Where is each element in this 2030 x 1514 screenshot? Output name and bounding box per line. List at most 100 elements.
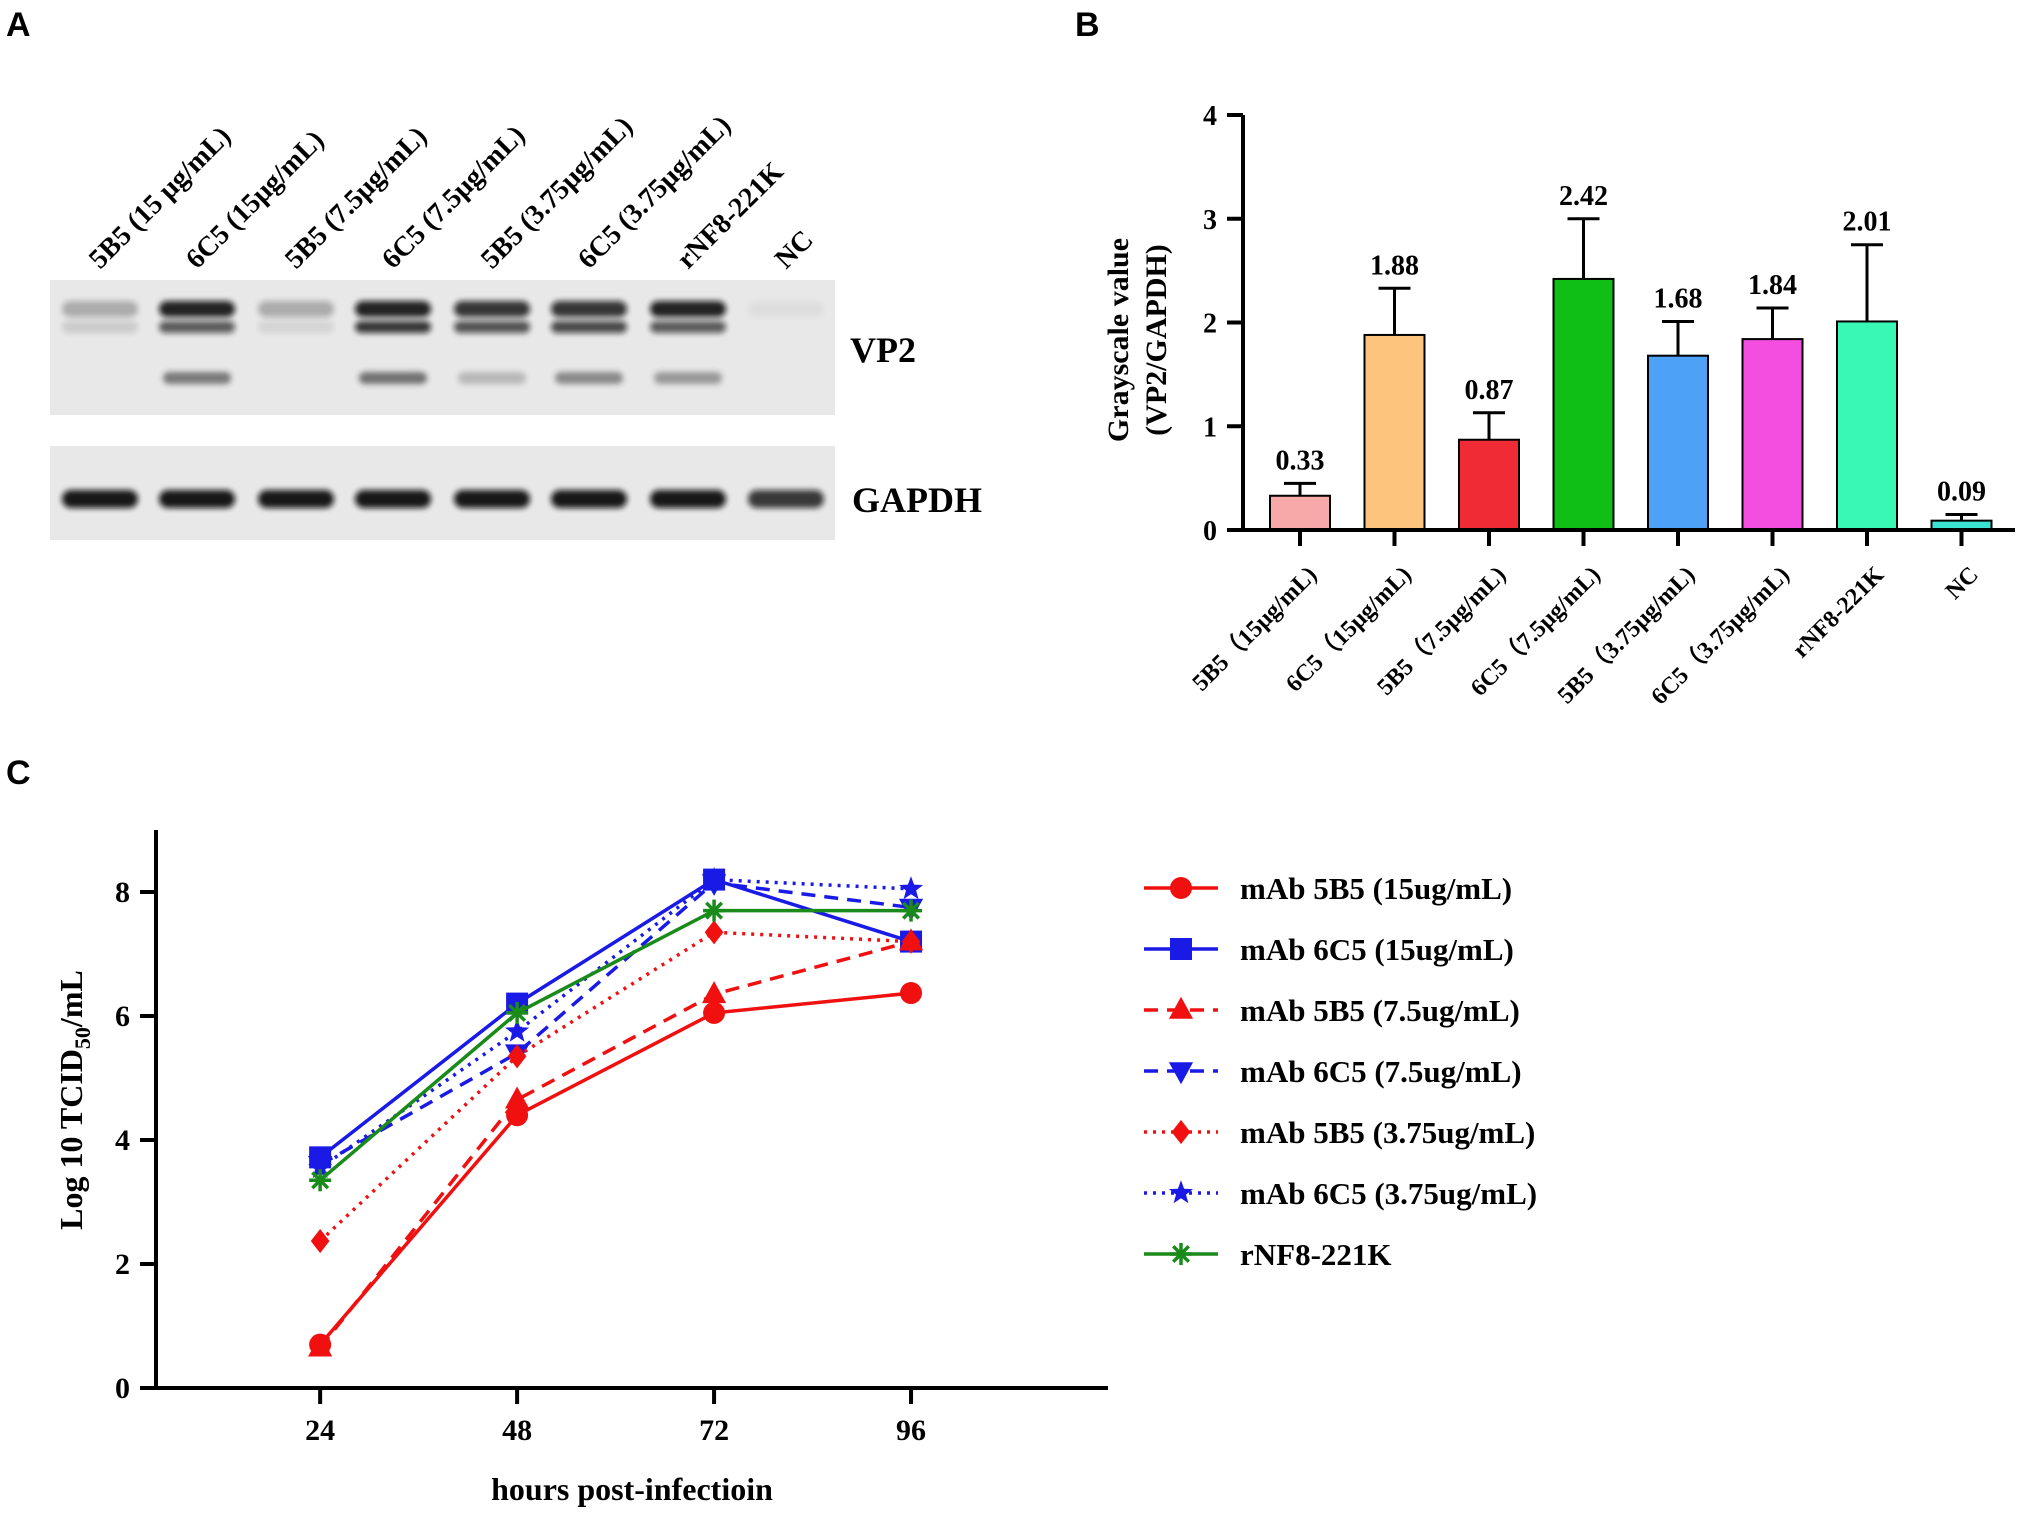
bar-ylabel-line2: (VP2/GAPDH) [1140,244,1173,436]
legend-item: rNF8-221K [1144,1237,1392,1272]
marker-triangle [308,1334,333,1357]
line-y-tick-label: 8 [115,876,130,909]
marker-asterisk [703,899,726,922]
marker-asterisk-stroke [902,901,921,920]
line-y-tick-label: 2 [115,1248,130,1281]
panel-label-b: B [1075,6,1100,44]
series [309,899,923,1192]
line-xlabel: hours post-infectioin [491,1471,773,1507]
line-x-tick-label: 48 [502,1414,532,1447]
marker-star [308,1155,333,1179]
line-x-tick-label: 24 [305,1414,335,1447]
legend-label: mAb 6C5 (3.75ug/mL) [1240,1176,1537,1211]
bar [1458,438,1520,531]
bar [1836,320,1898,531]
series [309,868,923,1169]
series [309,982,923,1356]
legend-item: mAb 5B5 (7.5ug/mL) [1144,993,1520,1028]
vp2-band [355,321,431,333]
vp2-band [355,301,431,317]
bar-y-tick-label: 0 [1203,516,1217,547]
line-y-axis-ticks: 0 2 4 6 8 [115,876,156,1405]
vp2-band [654,372,722,384]
legend-label: mAb 5B5 (3.75ug/mL) [1240,1115,1535,1150]
line-ylabel: Log 10 TCID50/mL [53,970,95,1230]
series-line [318,991,912,1346]
line-y-tick-label: 0 [115,1372,130,1405]
marker-circle [506,1104,529,1127]
marker-triangle [701,981,727,1004]
gapdh-band [159,490,235,508]
gapdh-band [650,490,726,508]
vp2-band [258,301,334,317]
bar-value-label: 0.09 [1937,476,1986,507]
bar-series: 0.33 1.88 0.87 2.42 1.68 1.84 2.01 0.09 [1269,181,1993,532]
series-line [318,930,912,1243]
vp2-band [159,321,235,333]
lane-label: NC [769,224,820,275]
vp2-label: VP2 [850,330,916,370]
marker-triangle [505,1086,530,1109]
vp2-band [159,301,235,317]
vp2-bands [62,301,824,384]
marker-circle [900,982,923,1005]
bar-value-label: 0.33 [1276,445,1325,476]
bar [1363,333,1426,532]
line-ylabel-main: Log 10 TCID [53,1049,89,1230]
bar-value-label: 2.01 [1843,207,1892,238]
gapdh-band [454,490,530,508]
line-x-tick-label: 96 [896,1414,926,1447]
legend-label: mAb 6C5 (7.5ug/mL) [1240,1054,1522,1089]
bar-y-tick-label: 1 [1203,412,1217,443]
marker-asterisk-stroke [705,901,724,920]
vp2-band [748,301,824,317]
bar [1269,494,1331,532]
gapdh-band [258,490,334,508]
marker-square [1170,938,1192,960]
marker-star [505,1018,530,1042]
marker-star [702,867,727,890]
line-series [308,867,924,1357]
gapdh-band [748,490,824,508]
panel-label-a: A [6,6,31,44]
gapdh-band [62,490,138,508]
bar-y-tick-label: 2 [1203,309,1217,340]
bar-value-label: 2.42 [1559,181,1608,212]
vp2-band [163,372,231,384]
series-line [318,908,911,1182]
lane-labels: 5B5 (15 μg/mL)6C5 (15μg/mL)5B5 (7.5μg/mL… [83,110,820,275]
bar-value-label: 1.88 [1370,250,1419,281]
marker-star [1169,1180,1193,1204]
vp2-band [454,321,530,333]
marker-triangle [1168,996,1194,1019]
legend-label: mAb 6C5 (15ug/mL) [1240,932,1514,967]
vp2-band [551,321,627,333]
bar-y-tick-label: 3 [1203,205,1217,236]
marker-asterisk [1170,1243,1192,1265]
bar [1741,338,1804,531]
marker-asterisk [900,899,923,922]
marker-diamond [1171,1119,1191,1145]
vp2-band [650,321,726,333]
marker-asterisk-stroke [1171,1244,1191,1264]
marker-asterisk-stroke [311,1171,330,1190]
line-x-tick-label: 72 [699,1414,729,1447]
marker-triangle-down [1168,1062,1194,1085]
legend-label: mAb 5B5 (15ug/mL) [1240,871,1512,906]
marker-asterisk [506,1001,529,1024]
marker-diamond [310,1228,330,1254]
vp2-band [258,321,334,333]
line-x-axis-ticks: 24 48 72 96 [305,1388,926,1447]
gapdh-label: GAPDH [852,480,982,520]
bar-category-label: NC [1941,562,1984,605]
vp2-band [359,372,427,384]
marker-circle [703,1001,726,1024]
legend-item: mAb 6C5 (3.75ug/mL) [1144,1176,1537,1211]
vp2-band [458,372,526,384]
marker-circle [1170,877,1192,899]
gapdh-band [551,490,627,508]
marker-diamond [507,1044,527,1069]
bar [1552,277,1615,531]
vp2-band [62,321,138,333]
